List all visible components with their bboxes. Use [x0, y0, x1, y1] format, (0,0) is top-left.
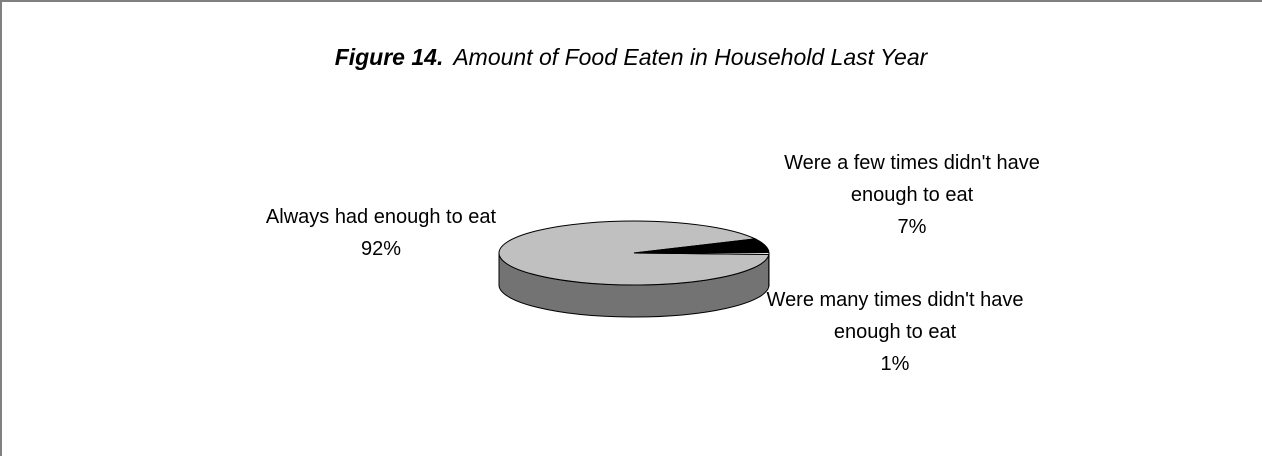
slice	[633, 251, 770, 255]
slice	[498, 220, 770, 286]
value-label: 7%	[897, 216, 927, 238]
value-label: 92%	[360, 238, 402, 260]
slice-label: Were many times didn't have enough to ea…	[766, 289, 1024, 343]
value-label: 1%	[880, 353, 910, 375]
chart-title: Figure 14. Amount of Food Eaten in Househ…	[0, 44, 1262, 71]
slice-label: Always had enough to eat	[265, 206, 497, 228]
figure-label: Figure 14.	[334, 44, 444, 70]
title-text: Amount of Food Eaten in Household Last Y…	[453, 44, 928, 70]
slice-label: Were a few times didn't have enough to e…	[784, 152, 1040, 206]
